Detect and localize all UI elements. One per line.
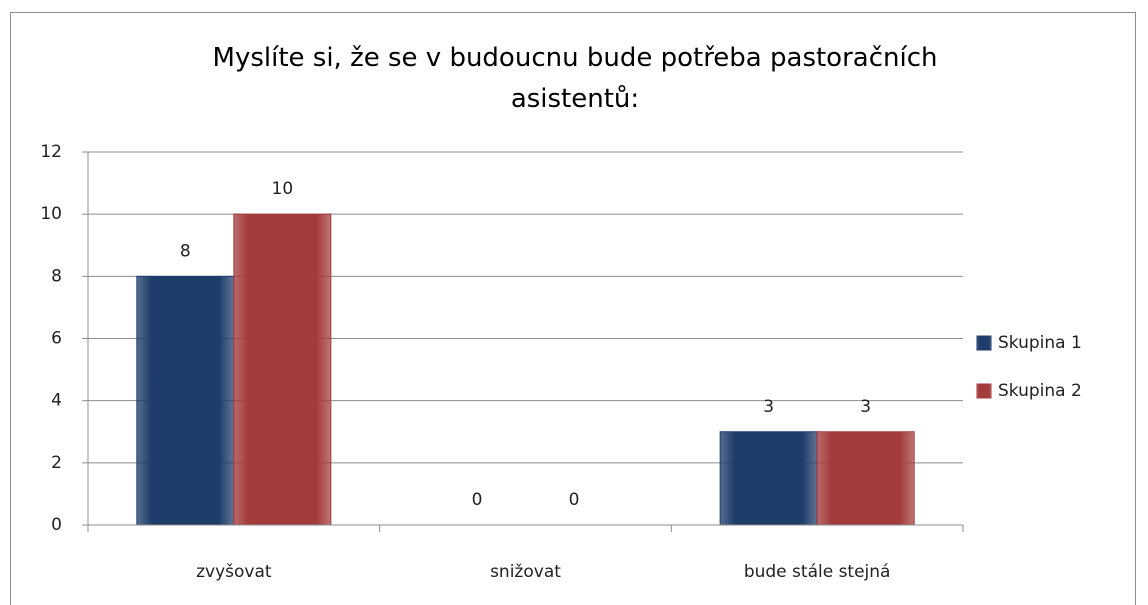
- legend-label: Skupina 2: [998, 381, 1082, 401]
- data-label: 0: [569, 490, 580, 510]
- data-label: 10: [272, 179, 294, 199]
- legend-swatch: [976, 383, 992, 399]
- bar: [719, 431, 818, 526]
- y-tick-label: 0: [51, 515, 62, 535]
- bar: [136, 275, 235, 526]
- x-tick-label: snižovat: [490, 562, 561, 582]
- y-tick-label: 12: [40, 142, 62, 162]
- y-tick-label: 10: [40, 204, 62, 224]
- bar: [816, 431, 915, 526]
- bar: [233, 213, 332, 526]
- x-tick-label: zvyšovat: [196, 562, 272, 582]
- data-label: 0: [472, 490, 483, 510]
- data-label: 8: [180, 241, 191, 261]
- y-tick-label: 8: [51, 266, 62, 286]
- legend-swatch: [976, 335, 992, 351]
- chart-title: Myslíte si, že se v budoucnu bude potřeb…: [212, 43, 938, 114]
- data-label: 3: [860, 397, 871, 417]
- x-tick-label: bude stále stejná: [744, 562, 891, 582]
- data-label: 3: [763, 397, 774, 417]
- y-tick-label: 2: [51, 453, 62, 473]
- chart-frame: [10, 12, 1136, 605]
- legend-label: Skupina 1: [998, 333, 1082, 353]
- y-tick-label: 6: [51, 329, 62, 349]
- y-tick-label: 4: [51, 391, 62, 411]
